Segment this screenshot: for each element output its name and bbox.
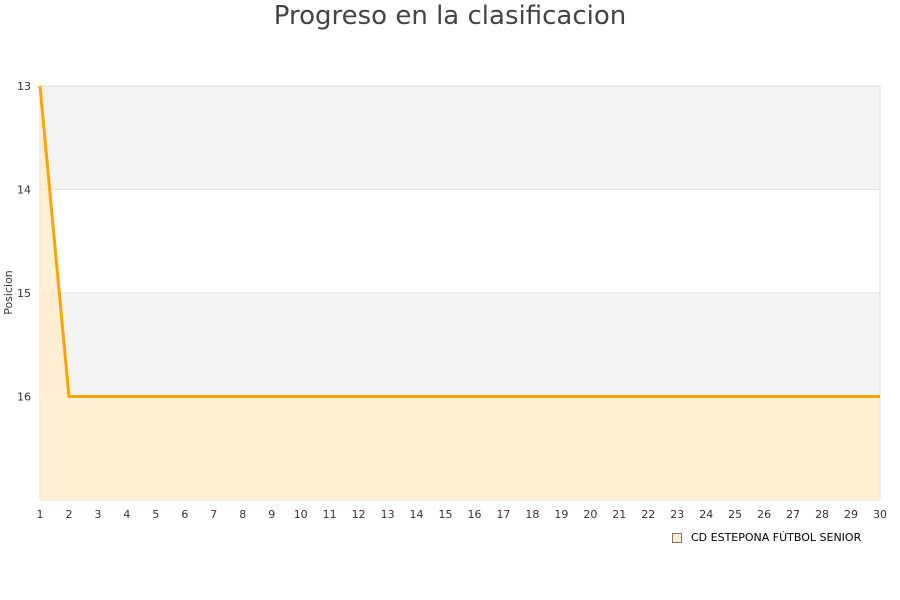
chart-title: Progreso en la clasificacion: [273, 1, 627, 31]
x-tick-label: 19: [554, 508, 568, 521]
x-tick-label: 25: [728, 508, 742, 521]
x-tick-label: 15: [439, 508, 453, 521]
legend[interactable]: CD ESTEPONA FÚTBOL SENIOR: [672, 531, 861, 544]
x-tick-label: 29: [844, 508, 858, 521]
x-tick-label: 8: [239, 508, 246, 521]
x-tick-label: 21: [612, 508, 626, 521]
x-tick-label: 10: [294, 508, 308, 521]
x-tick-label: 26: [757, 508, 771, 521]
grid-band: [40, 189, 880, 293]
x-tick-label: 13: [381, 508, 395, 521]
x-tick-label: 4: [123, 508, 130, 521]
x-tick-label: 28: [815, 508, 829, 521]
grid-band: [40, 86, 880, 190]
x-tick-label: 11: [323, 508, 337, 521]
x-tick-label: 20: [583, 508, 597, 521]
x-tick-label: 6: [181, 508, 188, 521]
x-tick-label: 22: [641, 508, 655, 521]
x-tick-label: 16: [467, 508, 481, 521]
x-tick-label: 1: [37, 508, 44, 521]
x-tick-label: 23: [670, 508, 684, 521]
series-line: [38, 85, 880, 398]
x-tick-label: 17: [496, 508, 510, 521]
x-tick-label: 3: [94, 508, 101, 521]
x-tick-label: 9: [268, 508, 275, 521]
x-tick-label: 30: [873, 508, 887, 521]
legend-label: CD ESTEPONA FÚTBOL SENIOR: [691, 531, 862, 544]
grid-band: [40, 293, 880, 397]
x-tick-label: 18: [525, 508, 539, 521]
x-tick-label: 2: [65, 508, 72, 521]
y-tick-label: 15: [17, 287, 31, 300]
x-tick-label: 5: [152, 508, 159, 521]
x-tick-label: 12: [352, 508, 366, 521]
x-tick-label: 7: [210, 508, 217, 521]
y-tick-label: 13: [17, 80, 31, 93]
x-tick-label: 27: [786, 508, 800, 521]
y-tick-label: 16: [17, 391, 31, 404]
x-tick-label: 24: [699, 508, 713, 521]
y-tick-label: 14: [17, 184, 31, 197]
legend-swatch: [672, 532, 682, 543]
x-tick-label: 14: [410, 508, 424, 521]
